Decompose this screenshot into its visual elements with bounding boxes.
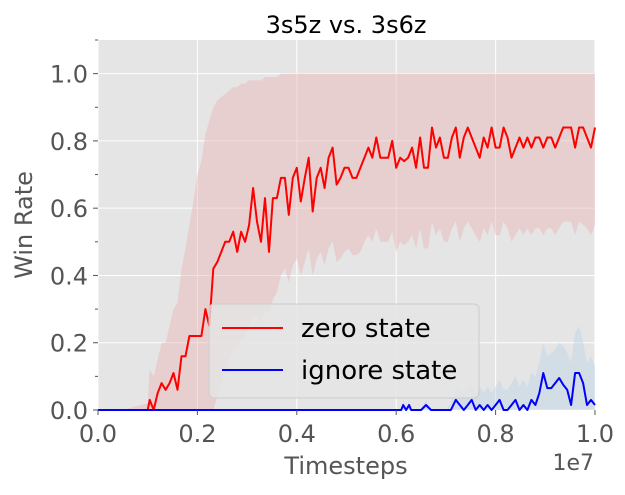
y-tick-label: 0.8 bbox=[50, 128, 88, 156]
legend-label-zero-state: zero state bbox=[301, 314, 431, 344]
legend-label-ignore-state: ignore state bbox=[301, 356, 457, 386]
series-lines bbox=[98, 126, 596, 411]
x-offset-label: 1e7 bbox=[552, 451, 594, 476]
series-line-ignore-state bbox=[98, 372, 596, 411]
x-tick-label: 0.2 bbox=[178, 420, 216, 448]
y-tick-label: 0.2 bbox=[50, 330, 88, 358]
series-line-zero-state bbox=[98, 126, 596, 411]
chart-title: 3s5z vs. 3s6z bbox=[266, 11, 427, 39]
y-tick-label: 0.6 bbox=[50, 195, 88, 223]
x-tick-label: 0.8 bbox=[477, 420, 515, 448]
y-tick-label: 0.4 bbox=[50, 262, 88, 290]
y-tick-label: 1.0 bbox=[50, 61, 88, 89]
x-tick-label: 0.4 bbox=[278, 420, 316, 448]
axis-ticks: 0.0 0.2 0.4 0.6 0.8 1.0 0.0 0.2 0.4 0.6 0.8 1.0 bbox=[50, 39, 614, 448]
grid bbox=[97, 40, 596, 411]
x-tick-label: 1.0 bbox=[576, 420, 614, 448]
x-tick-label: 0.0 bbox=[79, 420, 117, 448]
x-axis-label: Timesteps bbox=[283, 452, 407, 480]
x-tick-label: 0.6 bbox=[377, 420, 415, 448]
y-axis-label: Win Rate bbox=[10, 171, 38, 279]
y-tick-label: 0.0 bbox=[50, 397, 88, 425]
legend: zero state ignore state bbox=[208, 303, 480, 399]
